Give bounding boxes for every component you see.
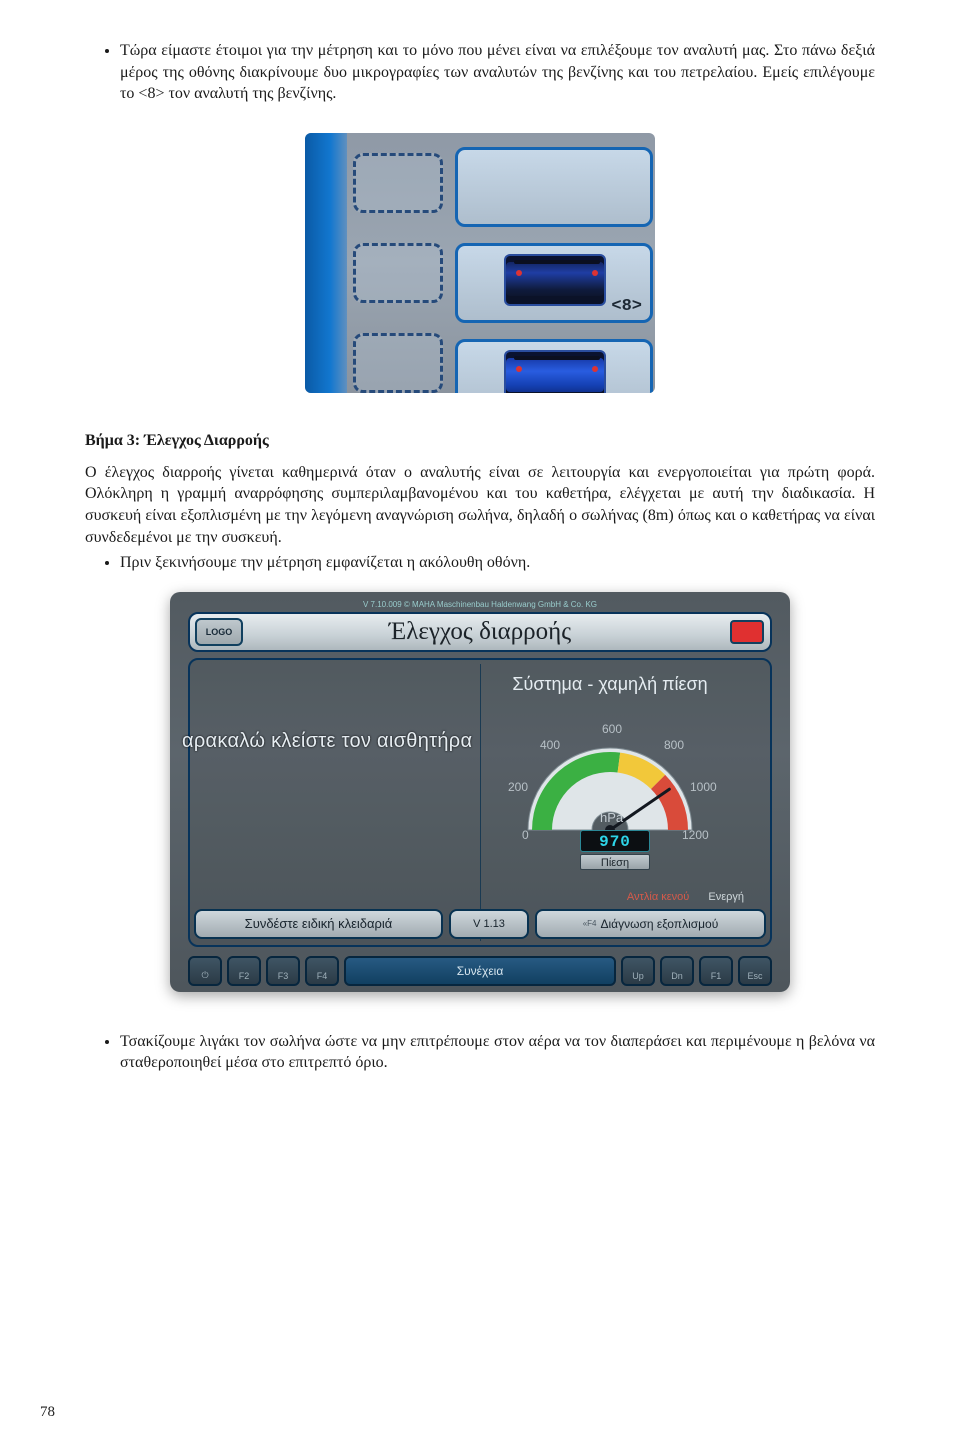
connect-lock-button[interactable]: Συνδέστε ειδική κλειδαριά [194,909,443,939]
dn-key[interactable]: Dn [660,956,694,986]
pump-status-value: Ενεργή [708,891,744,903]
slot-8-label: <8> [611,297,642,316]
gauge-unit: hPa [600,810,623,825]
list-item: Τσακίζουμε λιγάκι τον σωλήνα ώστε να μην… [120,1031,875,1074]
pressure-readout-label: Πίεση [580,854,650,870]
left-blue-strip [305,133,347,393]
equipment-diagnosis-label: Διάγνωση εξοπλισμού [600,917,718,931]
figure-2-wrap: V 7.10.009 © MAHA Maschinenbau Haldenwan… [85,592,875,997]
up-key[interactable]: Up [621,956,655,986]
logo-button[interactable]: LOGO [195,618,243,646]
continue-key[interactable]: Συνέχεια [344,956,616,986]
gauge-tick-800: 800 [664,738,684,752]
version-chip: V 1.13 [449,909,529,939]
list-item: Πριν ξεκινήσουμε την μέτρηση εμφανίζεται… [120,552,875,574]
bottom-bullet-list: Τσακίζουμε λιγάκι τον σωλήνα ώστε να μην… [85,1031,875,1074]
dashed-slot [353,333,443,393]
f3-key[interactable]: F3 [266,956,300,986]
page-number: 78 [40,1404,55,1421]
gauge-tick-0: 0 [522,828,529,842]
analyzer-diesel-icon [504,350,606,393]
gauge-tick-400: 400 [540,738,560,752]
list-item: Τώρα είμαστε έτοιμοι για την μέτρηση και… [120,40,875,105]
analyzer-slot-8[interactable]: <8> [455,243,653,323]
top-bullet-list: Τώρα είμαστε έτοιμοι για την μέτρηση και… [85,40,875,105]
f2-key[interactable]: F2 [227,956,261,986]
analyzer-gasoline-icon [504,254,606,306]
close-sensor-prompt: αρακαλώ κλείστε τον αισθητήρα [182,730,472,753]
pressure-gauge: 0 200 400 600 800 1000 1200 hPa 970 Πίεσ… [480,710,740,880]
gauge-tick-200: 200 [508,780,528,794]
title-bar: LOGO Έλεγχος διαρροής [188,612,772,652]
flag-icon[interactable] [730,620,764,644]
pump-status: Αντλία κενού Ενεργή [627,891,744,903]
step-3-paragraph: Ο έλεγχος διαρροής γίνεται καθημερινά ότ… [85,462,875,548]
pressure-readout: 970 [580,830,650,852]
leak-test-screen: V 7.10.009 © MAHA Maschinenbau Haldenwan… [170,592,790,992]
screen-title: Έλεγχος διαρροής [389,618,571,646]
content-panel: αρακαλώ κλείστε τον αισθητήρα Σύστημα - … [188,658,772,947]
f4-key[interactable]: F4 [305,956,339,986]
gauge-tick-600: 600 [602,722,622,736]
figure-1-wrap: <8> <9> [85,133,875,398]
gauge-tick-1200: 1200 [682,828,709,842]
esc-key[interactable]: Esc [738,956,772,986]
panel-buttons: Συνδέστε ειδική κλειδαριά V 1.13 «F4 Διά… [194,907,766,941]
f1-key[interactable]: F1 [699,956,733,986]
function-key-bar: ⏻ F2 F3 F4 Συνέχεια Up Dn F1 Esc [188,953,772,989]
version-copyright-bar: V 7.10.009 © MAHA Maschinenbau Haldenwan… [178,600,782,609]
equipment-diagnosis-button[interactable]: «F4 Διάγνωση εξοπλισμού [535,909,766,939]
dashed-slot [353,243,443,303]
f4-hint: «F4 [583,919,597,928]
analyzer-slot [455,147,653,227]
step-3-bullet-list: Πριν ξεκινήσουμε την μέτρηση εμφανίζεται… [85,552,875,574]
gauge-tick-1000: 1000 [690,780,717,794]
dashed-slot [353,153,443,213]
step-3-title: Βήμα 3: Έλεγχος Διαρροής [85,432,875,450]
power-key-icon[interactable]: ⏻ [188,956,222,986]
analyzer-slot-9[interactable]: <9> [455,339,653,393]
pump-status-label: Αντλία κενού [627,891,689,903]
system-low-pressure-label: Σύστημα - χαμηλή πίεση [480,674,740,695]
analyzer-selection-figure: <8> <9> [305,133,655,393]
